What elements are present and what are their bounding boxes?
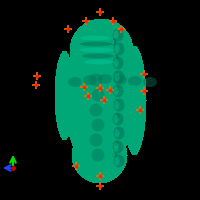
- Ellipse shape: [115, 99, 119, 105]
- Ellipse shape: [90, 134, 102, 146]
- Ellipse shape: [112, 84, 124, 98]
- Ellipse shape: [128, 76, 142, 86]
- Ellipse shape: [114, 142, 118, 152]
- Ellipse shape: [114, 43, 124, 55]
- Ellipse shape: [112, 112, 124, 126]
- Ellipse shape: [115, 86, 117, 90]
- Ellipse shape: [92, 148, 104, 162]
- Ellipse shape: [115, 114, 117, 118]
- Ellipse shape: [114, 55, 118, 61]
- Ellipse shape: [113, 75, 127, 85]
- Ellipse shape: [115, 85, 119, 91]
- Ellipse shape: [114, 156, 120, 166]
- Ellipse shape: [114, 71, 118, 77]
- Ellipse shape: [82, 53, 114, 58]
- Ellipse shape: [114, 100, 120, 110]
- Ellipse shape: [115, 100, 117, 104]
- Ellipse shape: [92, 118, 104, 132]
- Ellipse shape: [80, 36, 110, 40]
- Ellipse shape: [112, 140, 124, 154]
- Ellipse shape: [114, 45, 120, 53]
- Ellipse shape: [114, 141, 118, 145]
- Ellipse shape: [68, 77, 82, 87]
- Ellipse shape: [114, 72, 120, 82]
- Ellipse shape: [112, 28, 124, 42]
- Ellipse shape: [114, 72, 116, 76]
- Ellipse shape: [92, 88, 104, 102]
- Ellipse shape: [114, 114, 118, 123]
- Ellipse shape: [114, 129, 120, 138]
- Ellipse shape: [114, 141, 116, 145]
- Ellipse shape: [115, 113, 119, 119]
- Ellipse shape: [114, 56, 116, 60]
- Ellipse shape: [114, 30, 118, 40]
- Ellipse shape: [114, 58, 118, 68]
- Ellipse shape: [114, 154, 124, 168]
- Ellipse shape: [98, 74, 112, 84]
- Ellipse shape: [114, 71, 124, 84]
- Ellipse shape: [115, 128, 117, 132]
- Ellipse shape: [114, 86, 118, 96]
- Ellipse shape: [112, 39, 114, 45]
- Ellipse shape: [113, 153, 115, 157]
- Ellipse shape: [84, 60, 114, 64]
- Ellipse shape: [143, 77, 157, 87]
- Ellipse shape: [80, 42, 112, 46]
- Ellipse shape: [112, 38, 116, 46]
- Ellipse shape: [114, 127, 124, 140]
- Ellipse shape: [90, 104, 102, 116]
- Ellipse shape: [112, 56, 124, 70]
- Ellipse shape: [90, 73, 102, 86]
- Ellipse shape: [114, 98, 124, 112]
- Ellipse shape: [113, 153, 117, 157]
- Ellipse shape: [115, 127, 119, 133]
- Ellipse shape: [80, 47, 114, 52]
- Ellipse shape: [83, 75, 97, 85]
